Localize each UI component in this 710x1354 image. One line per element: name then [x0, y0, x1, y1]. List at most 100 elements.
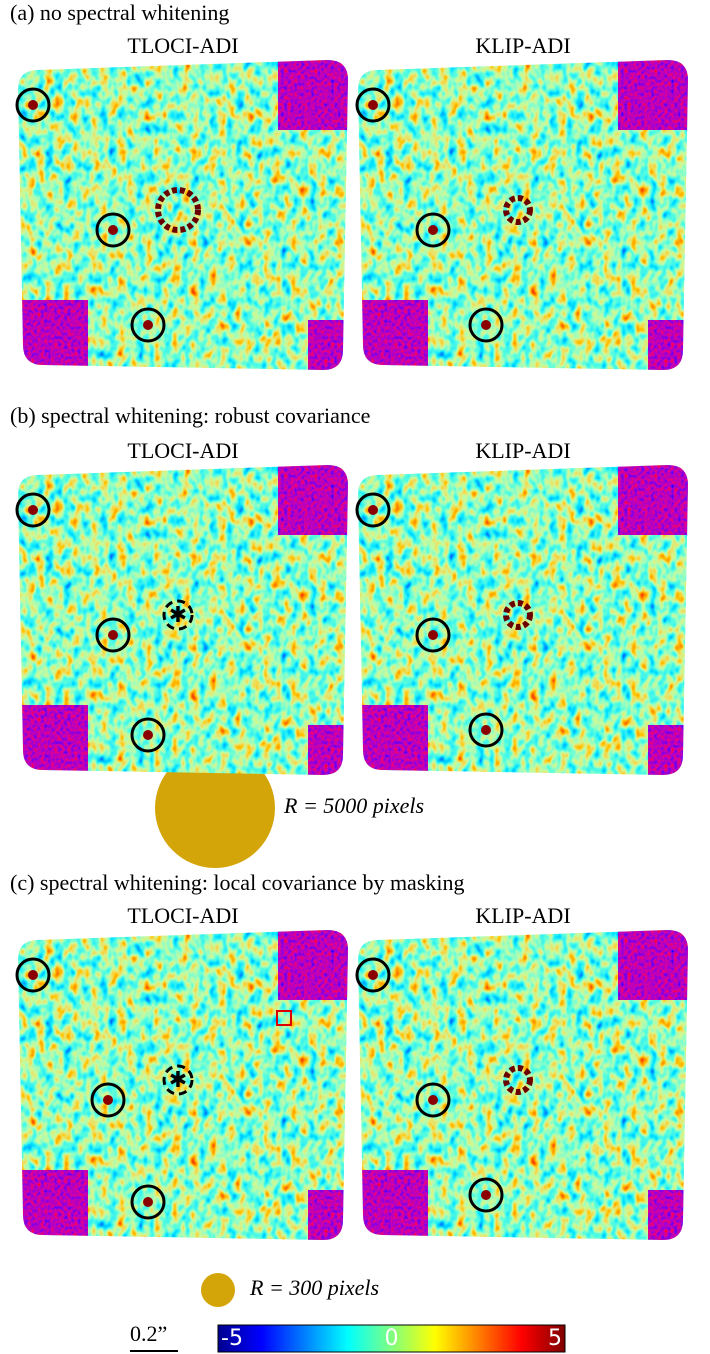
planet-dot — [28, 970, 38, 980]
radius-label: R = 5000 pixels — [283, 793, 424, 818]
map-body — [358, 930, 688, 1240]
center-star: ✱ — [169, 1067, 187, 1092]
radius-label: R = 300 pixels — [249, 1275, 379, 1300]
column-label: TLOCI-ADI — [127, 33, 238, 58]
corner-noise — [278, 465, 348, 535]
corner-noise — [308, 1190, 348, 1240]
column-label: KLIP-ADI — [475, 33, 570, 58]
center-mask — [162, 1064, 194, 1096]
planet-marker — [130, 717, 166, 753]
panel-title: (a) no spectral whitening — [10, 0, 229, 25]
noise — [358, 465, 688, 775]
planet-dot — [481, 1190, 491, 1200]
planet-marker — [130, 307, 166, 343]
planet-dot — [108, 630, 118, 640]
planet-marker — [355, 492, 391, 528]
planet-marker — [130, 1184, 166, 1220]
planet-marker — [415, 212, 451, 248]
planet-dot — [428, 225, 438, 235]
planet-dot — [108, 225, 118, 235]
planet-dot — [481, 320, 491, 330]
column-label: KLIP-ADI — [475, 438, 570, 463]
noise — [18, 930, 348, 1240]
corner-noise — [18, 1170, 88, 1240]
panel-title: (c) spectral whitening: local covariance… — [10, 870, 465, 895]
corner-noise — [618, 60, 688, 130]
colorbar-tick-label: 5 — [548, 1326, 562, 1351]
column-label: KLIP-ADI — [475, 903, 570, 928]
corner-noise — [648, 725, 688, 775]
planet-marker — [15, 957, 51, 993]
planet-marker — [355, 87, 391, 123]
planet-marker — [90, 1082, 126, 1118]
column-label: TLOCI-ADI — [127, 438, 238, 463]
colorbar-tick-label: 0 — [385, 1326, 399, 1351]
candidate-box — [276, 1010, 292, 1026]
planet-dot — [368, 100, 378, 110]
center-star: ✱ — [169, 602, 187, 627]
planet-marker — [415, 617, 451, 653]
corner-noise — [358, 300, 428, 370]
planet-dot — [28, 505, 38, 515]
column-label: TLOCI-ADI — [127, 903, 238, 928]
center-residual — [155, 187, 201, 233]
planet-marker — [15, 87, 51, 123]
center-residual — [503, 600, 533, 630]
planet-marker — [468, 307, 504, 343]
planet-dot — [143, 1197, 153, 1207]
planet-marker — [95, 617, 131, 653]
noise — [358, 60, 688, 370]
noise — [358, 930, 688, 1240]
snr-map — [355, 465, 688, 775]
map-body — [358, 465, 688, 775]
planet-marker — [15, 492, 51, 528]
corner-noise — [18, 705, 88, 775]
planet-marker — [415, 1082, 451, 1118]
map-body: ✱ — [18, 930, 348, 1240]
planet-marker — [468, 712, 504, 748]
snr-map — [355, 60, 688, 370]
planet-marker — [95, 212, 131, 248]
center-residual — [503, 195, 533, 225]
planet-marker — [355, 957, 391, 993]
center-mask — [162, 599, 194, 631]
planet-marker — [468, 1177, 504, 1213]
panel-title: (b) spectral whitening: robust covarianc… — [10, 403, 370, 428]
planet-dot — [143, 730, 153, 740]
planet-dot — [368, 505, 378, 515]
planet-dot — [428, 630, 438, 640]
snr-map: ✱ — [15, 930, 348, 1240]
corner-noise — [18, 300, 88, 370]
corner-noise — [618, 930, 688, 1000]
noise — [18, 465, 348, 775]
corner-noise — [358, 1170, 428, 1240]
corner-noise — [358, 705, 428, 775]
noise — [18, 60, 348, 370]
corner-noise — [648, 1190, 688, 1240]
planet-dot — [368, 970, 378, 980]
snr-map — [355, 930, 688, 1240]
colorbar-tick-label: -5 — [221, 1326, 243, 1351]
colorbar — [217, 1324, 566, 1353]
planet-dot — [28, 100, 38, 110]
map-body — [358, 60, 688, 370]
planet-dot — [103, 1095, 113, 1105]
planet-dot — [143, 320, 153, 330]
planet-dot — [428, 1095, 438, 1105]
corner-noise — [308, 725, 348, 775]
scale-bar-label: 0.2” — [130, 1321, 167, 1346]
corner-noise — [648, 320, 688, 370]
small-mask-disc — [201, 1273, 235, 1307]
map-body — [18, 60, 348, 370]
snr-map — [15, 60, 348, 370]
large-mask-disc — [155, 748, 275, 868]
corner-noise — [308, 320, 348, 370]
center-residual — [503, 1065, 533, 1095]
corner-noise — [618, 465, 688, 535]
map-body: ✱ — [18, 465, 348, 775]
corner-noise — [278, 930, 348, 1000]
snr-map: ✱ — [15, 465, 348, 775]
planet-dot — [481, 725, 491, 735]
corner-noise — [278, 60, 348, 130]
